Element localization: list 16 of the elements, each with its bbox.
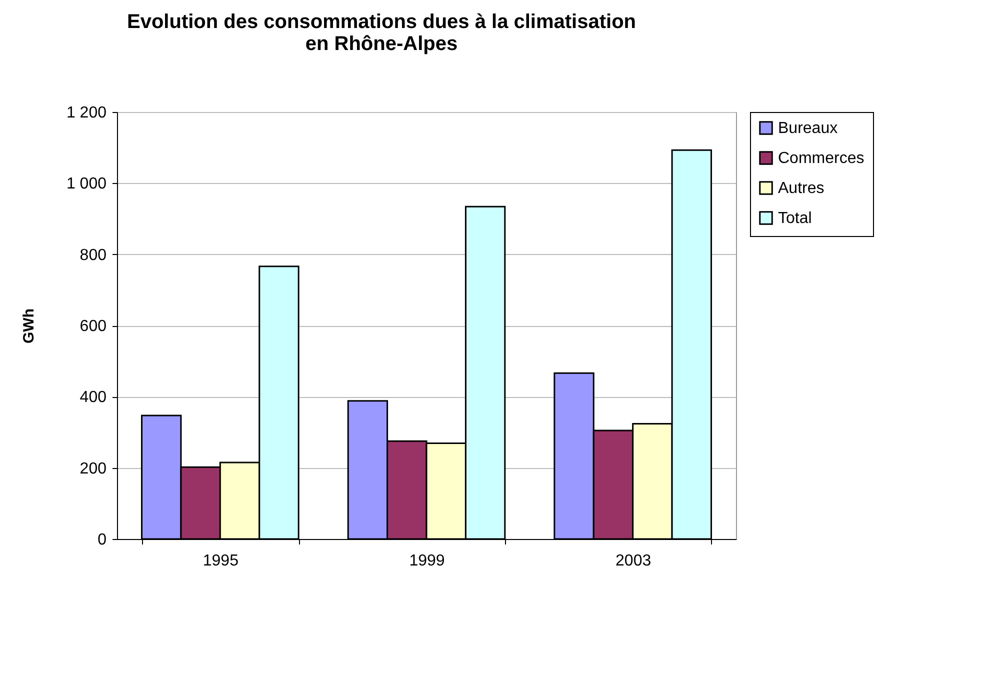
- chart-title: Evolution des consommations dues à la climatisation en Rhône-Alpes: [126, 11, 636, 55]
- x-tick-label: 2003: [616, 552, 652, 570]
- y-tick-label: 1 000: [66, 176, 107, 193]
- y-tick-label: 600: [80, 318, 107, 335]
- y-tick-label: 400: [80, 389, 107, 406]
- legend-label: Total: [778, 210, 812, 227]
- y-tick-label: 1 200: [66, 104, 107, 122]
- y-tick-label: 200: [80, 460, 107, 478]
- legend-label: Autres: [778, 180, 824, 197]
- y-tick-label: 0: [98, 532, 107, 548]
- y-tick-label: 800: [80, 246, 107, 264]
- legend-label: Bureaux: [778, 120, 838, 137]
- legend-label: Commerces: [778, 150, 864, 167]
- y-axis-title: GWh: [20, 308, 38, 344]
- x-tick-label: 1995: [202, 552, 239, 570]
- x-tick-label: 1999: [409, 552, 445, 570]
